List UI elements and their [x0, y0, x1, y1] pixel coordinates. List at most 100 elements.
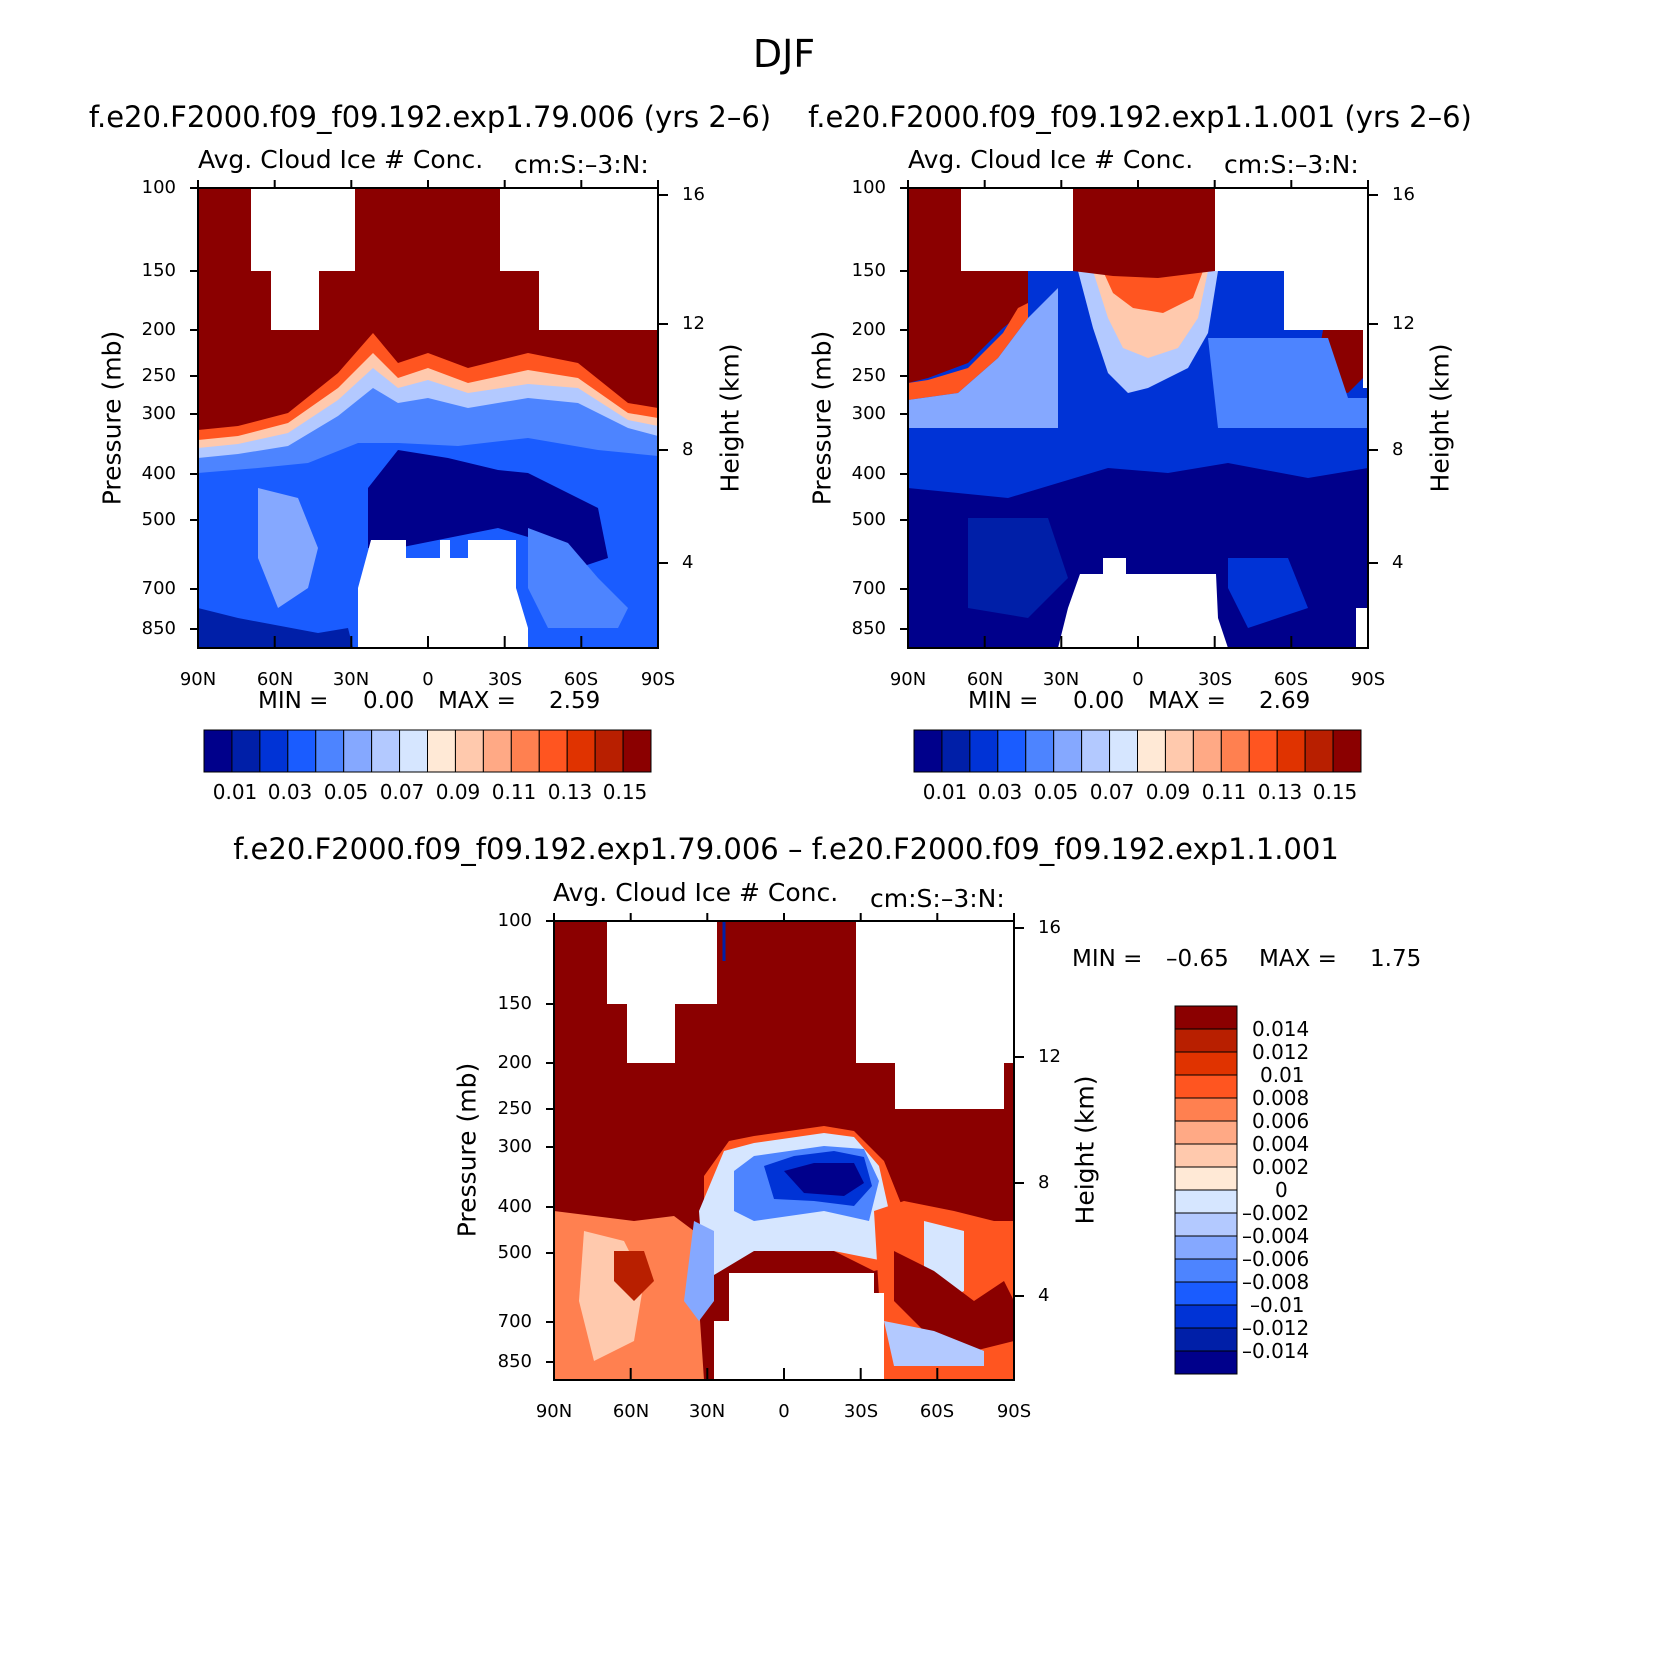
- colorbar-label: 0.01: [922, 780, 968, 804]
- figure-title: DJF: [752, 32, 816, 76]
- panel2-missing-top-corner: [1363, 330, 1368, 388]
- colorbar-swatch: [1081, 729, 1111, 773]
- panel2-band-dark-peak: [1073, 188, 1215, 278]
- y-tick-label: 150: [141, 260, 176, 281]
- panel2-max-label: MAX =: [1148, 688, 1226, 714]
- panel3-yticks: [546, 920, 1024, 1363]
- colorbar-swatch: [259, 729, 289, 773]
- colorbar-label: –0.014: [1242, 1339, 1310, 1363]
- y2-tick-label: 8: [1038, 1172, 1050, 1193]
- y-tick-label: 300: [851, 403, 886, 424]
- colorbar-label: 0.15: [602, 780, 648, 804]
- y-tick-label: 850: [497, 1351, 532, 1372]
- panel2-band-mid-right: [1228, 558, 1308, 628]
- colorbar-swatch: [343, 729, 373, 773]
- colorbar-label: 0.002: [1252, 1155, 1310, 1179]
- colorbar-label: 0.012: [1252, 1040, 1310, 1064]
- panel1-max-value: 2.59: [549, 688, 601, 714]
- colorbar-swatch: [1174, 1189, 1238, 1214]
- colorbar-label: –0.002: [1242, 1201, 1310, 1225]
- panel3-band-core: [784, 1163, 864, 1196]
- panel1-band-deep-left: [198, 608, 353, 648]
- colorbar-swatch: [1174, 1235, 1238, 1260]
- y2-tick-label: 16: [1038, 917, 1061, 938]
- y-tick-label: 250: [497, 1098, 532, 1119]
- panel3-xticks: [553, 913, 1015, 1380]
- colorbar-swatch: [454, 729, 484, 773]
- colorbar-swatch: [1192, 729, 1222, 773]
- panel3-missing-top-right: [856, 921, 1014, 1109]
- y-tick-label: 150: [497, 993, 532, 1014]
- y-tick-label: 400: [141, 463, 176, 484]
- colorbar-label: 0.03: [977, 780, 1023, 804]
- colorbar-swatch: [1174, 1281, 1238, 1306]
- colorbar-label: 0.15: [1312, 780, 1358, 804]
- colorbar-swatch: [1174, 1327, 1238, 1352]
- colorbar-swatch: [1174, 1097, 1238, 1122]
- x-tick-label: 0: [778, 1401, 790, 1422]
- y2-tick-label: 16: [682, 184, 705, 205]
- panel2-case-title: f.e20.F2000.f09_f09.192.exp1.1.001 (yrs …: [808, 100, 1472, 134]
- x-tick-label: 90N: [535, 1401, 573, 1422]
- y-tick-label: 150: [851, 260, 886, 281]
- panel3-band-left-blue: [684, 1221, 714, 1321]
- colorbar-swatch: [538, 729, 568, 773]
- panel2-min-value: 0.00: [1073, 688, 1125, 714]
- y-tick-label: 300: [497, 1136, 532, 1157]
- x-tick-label: 90S: [1350, 669, 1386, 690]
- colorbar-label: –0.006: [1242, 1247, 1310, 1271]
- panel2-min-label: MIN =: [968, 688, 1039, 714]
- x-tick-label: 30S: [1197, 669, 1233, 690]
- colorbar-swatch: [1174, 1005, 1238, 1030]
- colorbar-swatch: [1174, 1166, 1238, 1191]
- x-tick-label: 60N: [256, 669, 294, 690]
- x-tick-label: 90N: [889, 669, 927, 690]
- colorbar-swatch: [1025, 729, 1055, 773]
- panel3-ylabel: Pressure (mb): [452, 1062, 482, 1238]
- y-tick-label: 300: [141, 403, 176, 424]
- colorbar-swatch: [1174, 1074, 1238, 1099]
- y-tick-label: 200: [851, 319, 886, 340]
- panel2-missing-top-left: [961, 188, 1073, 271]
- panel2-missing-top-right: [1215, 188, 1368, 330]
- panel1-max-label: MAX =: [438, 688, 516, 714]
- x-tick-label: 90S: [996, 1401, 1032, 1422]
- colorbar-swatch: [399, 729, 428, 773]
- panel3-field: [554, 921, 1014, 1380]
- colorbar-label: 0.05: [1033, 780, 1079, 804]
- panel1-field: [198, 188, 658, 648]
- y2-tick-label: 4: [682, 552, 694, 573]
- panel3-y2label: Height (km): [1070, 1075, 1100, 1225]
- x-tick-label: 60S: [1273, 669, 1309, 690]
- colorbar-label: 0.01: [1260, 1063, 1305, 1087]
- colorbar-label: 0.008: [1252, 1086, 1310, 1110]
- panel2-max-value: 2.69: [1259, 688, 1311, 714]
- y-tick-label: 700: [851, 578, 886, 599]
- colorbar-swatch: [1174, 1212, 1238, 1237]
- colorbar-swatch: [1332, 729, 1362, 773]
- panel1-min-value: 0.00: [363, 688, 415, 714]
- panel3-max-label: MAX =: [1259, 946, 1337, 972]
- y2-tick-label: 12: [1038, 1046, 1061, 1067]
- panel1-missing-top-left: [251, 188, 355, 330]
- colorbar-label: 0.13: [1257, 780, 1303, 804]
- y2-tick-label: 4: [1392, 552, 1404, 573]
- colorbar-label: 0.07: [1089, 780, 1135, 804]
- colorbar-swatch: [997, 729, 1027, 773]
- x-tick-label: 60S: [563, 669, 599, 690]
- colorbar-swatch: [1276, 729, 1306, 773]
- colorbar-label: –0.01: [1250, 1293, 1305, 1317]
- panel2-y2label: Height (km): [1425, 343, 1455, 493]
- panel1-y2label: Height (km): [715, 343, 745, 493]
- colorbar-swatch: [1174, 1258, 1238, 1283]
- colorbar-swatch: [510, 729, 540, 773]
- panel3-case-title: f.e20.F2000.f09_f09.192.exp1.79.006 – f.…: [233, 832, 1339, 866]
- y-tick-label: 400: [497, 1196, 532, 1217]
- panel2-band-light-left: [908, 288, 1058, 428]
- panel1-case-title: f.e20.F2000.f09_f09.192.exp1.79.006 (yrs…: [88, 100, 772, 134]
- colorbar-label: 0.13: [547, 780, 593, 804]
- panel2-plot-title: Avg. Cloud Ice # Conc.: [908, 145, 1194, 174]
- colorbar-swatch: [203, 729, 233, 773]
- colorbar-label: 0.07: [379, 780, 425, 804]
- panel1-ylabel: Pressure (mb): [97, 330, 127, 506]
